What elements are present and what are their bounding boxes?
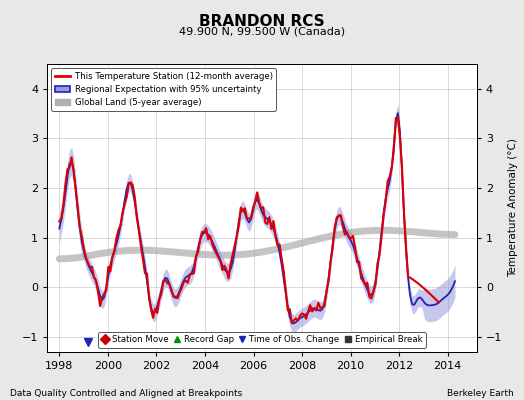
Y-axis label: Temperature Anomaly (°C): Temperature Anomaly (°C) (508, 138, 518, 278)
Legend: Station Move, Record Gap, Time of Obs. Change, Empirical Break: Station Move, Record Gap, Time of Obs. C… (98, 332, 426, 348)
Text: 49.900 N, 99.500 W (Canada): 49.900 N, 99.500 W (Canada) (179, 26, 345, 36)
Text: BRANDON RCS: BRANDON RCS (199, 14, 325, 29)
Text: Data Quality Controlled and Aligned at Breakpoints: Data Quality Controlled and Aligned at B… (10, 389, 243, 398)
Text: Berkeley Earth: Berkeley Earth (447, 389, 514, 398)
